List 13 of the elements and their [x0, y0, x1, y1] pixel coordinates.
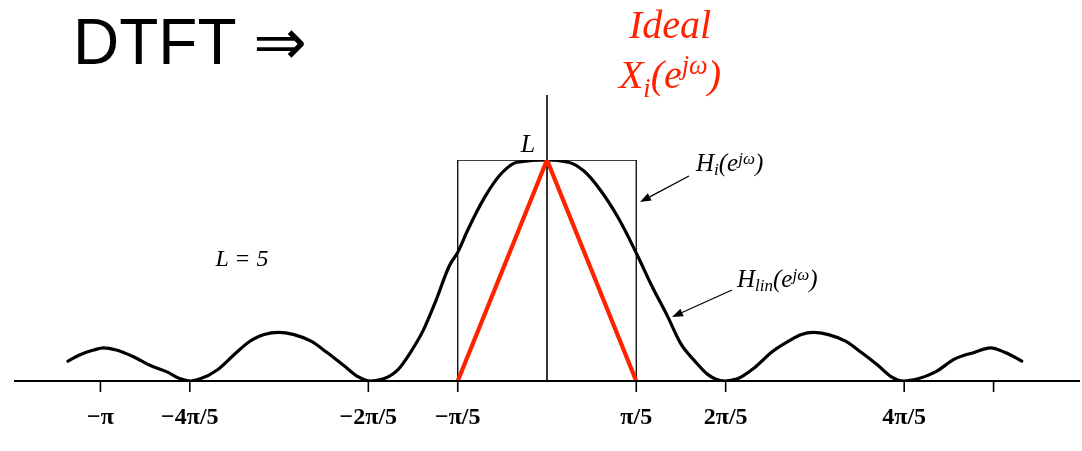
x-tick-label: −π/5 — [434, 403, 481, 429]
text: H$_{i}$(e$^{jω}$) — [695, 149, 764, 180]
series-label: H$_{lin}$(e$^{jω}$) — [736, 265, 818, 296]
x-tick-label: π/5 — [620, 403, 653, 429]
x-tick-label: −4π/5 — [161, 403, 219, 429]
annotation: L = 5 — [214, 245, 269, 271]
chart-title: DTFT ⇒ — [73, 6, 307, 78]
x-tick-label: −π — [87, 403, 114, 429]
text: Ideal X$_{i}$(e$^{jω}$) — [616, 1, 723, 103]
annotation: L — [519, 129, 536, 158]
x-tick-label: −2π/5 — [339, 403, 398, 429]
x-tick-label: 4π/5 — [882, 403, 927, 429]
x-tick-label: 2π/5 — [703, 403, 748, 429]
